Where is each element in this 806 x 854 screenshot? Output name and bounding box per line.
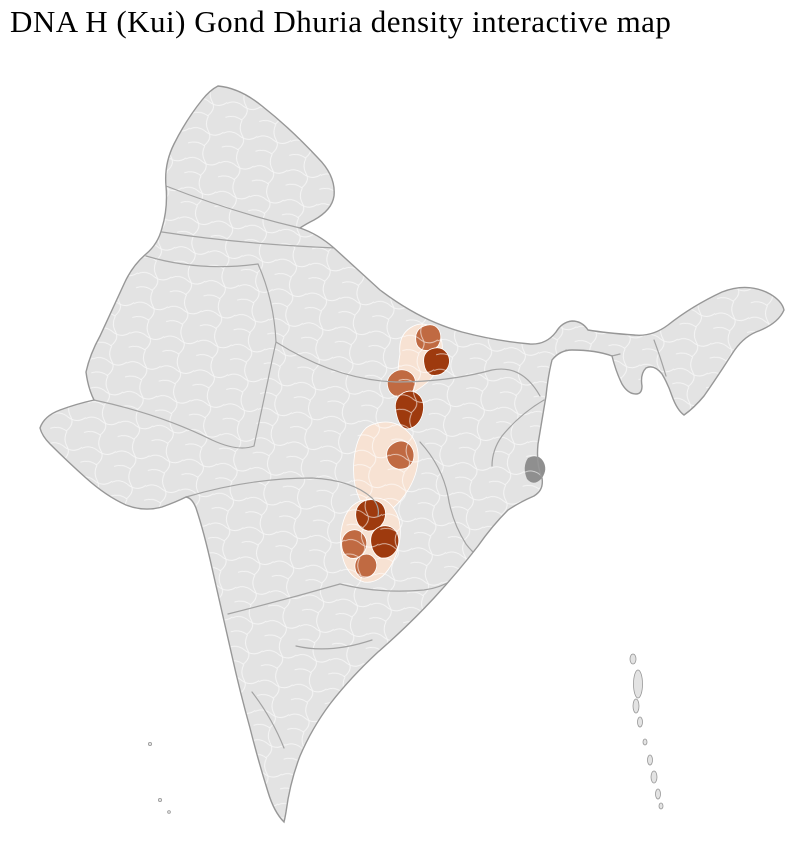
island	[655, 788, 661, 800]
page-title: DNA H (Kui) Gond Dhuria density interact…	[10, 4, 672, 39]
island	[658, 802, 664, 810]
district-boundaries-mesh	[40, 86, 784, 822]
island	[629, 653, 637, 665]
andaman-nicobar-islands	[629, 653, 664, 810]
island	[632, 698, 640, 714]
state-borders	[93, 185, 667, 749]
island	[637, 716, 643, 728]
island	[633, 669, 643, 699]
island	[650, 770, 658, 784]
island	[647, 754, 653, 766]
island	[157, 798, 162, 803]
island	[167, 810, 171, 814]
island	[642, 738, 648, 746]
islands	[147, 653, 664, 814]
lakshadweep-islands	[147, 742, 171, 814]
island	[147, 742, 152, 747]
